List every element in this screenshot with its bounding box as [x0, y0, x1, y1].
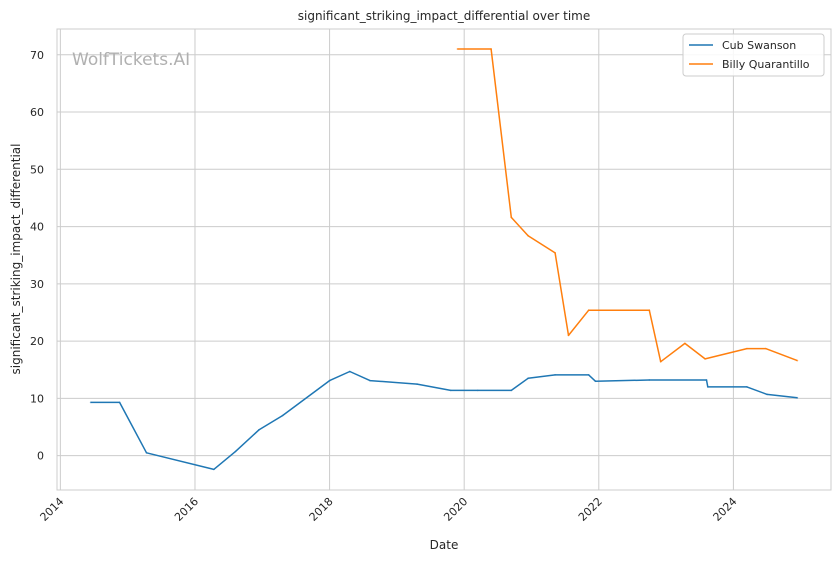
legend: Cub Swanson Billy Quarantillo: [682, 33, 825, 77]
data-point: [348, 370, 351, 373]
data-point: [369, 379, 371, 382]
data-point: [212, 468, 215, 471]
legend-label: Billy Quarantillo: [722, 58, 810, 71]
data-point: [659, 360, 662, 363]
data-point: [554, 252, 556, 254]
y-tick-label: 30: [30, 278, 44, 291]
data-point: [258, 429, 260, 431]
y-tick-label: 0: [37, 450, 44, 463]
y-tick-labels: 0 10 20 30 40 50 60 70: [30, 49, 44, 463]
data-point: [648, 379, 651, 381]
legend-box: [682, 33, 825, 77]
x-tick-labels: 2014 2016 2018 2020 2022 2024: [37, 495, 739, 524]
y-tick-label: 70: [30, 49, 44, 62]
plot-area: [56, 28, 832, 491]
data-point: [328, 379, 331, 382]
data-point: [118, 401, 121, 404]
data-point: [706, 386, 709, 388]
data-point: [510, 389, 513, 392]
data-point: [89, 401, 92, 404]
y-tick-label: 60: [30, 106, 44, 119]
data-point: [764, 347, 767, 350]
series-line: [90, 370, 798, 471]
x-tick-label: 2022: [576, 495, 605, 524]
x-tick-label: 2018: [307, 495, 336, 524]
data-point: [705, 379, 708, 381]
chart-title: significant_striking_impact_differential…: [298, 9, 590, 23]
x-tick-label: 2020: [441, 495, 470, 524]
data-point: [796, 359, 799, 362]
y-tick-label: 40: [30, 221, 44, 234]
data-point: [587, 374, 590, 376]
x-tick-label: 2024: [711, 495, 740, 524]
grid: [57, 29, 831, 490]
data-point: [796, 396, 799, 399]
data-point: [746, 347, 748, 350]
data-point: [587, 309, 590, 312]
y-tick-label: 50: [30, 163, 44, 176]
data-point: [746, 386, 748, 388]
y-tick-label: 10: [30, 392, 44, 405]
x-axis-label: Date: [430, 538, 459, 552]
data-point: [510, 216, 513, 219]
data-point: [766, 393, 768, 396]
data-point: [527, 234, 529, 237]
x-tick-label: 2014: [37, 495, 66, 524]
data-point: [145, 451, 148, 454]
data-point: [648, 309, 651, 312]
data-point: [449, 389, 452, 392]
legend-label: Cub Swanson: [722, 39, 796, 52]
data-point: [490, 48, 492, 50]
data-point: [234, 450, 237, 453]
data-point: [594, 380, 597, 383]
watermark: WolfTickets.AI: [72, 50, 190, 70]
x-tick-label: 2016: [172, 495, 201, 524]
data-point: [704, 358, 706, 360]
y-axis-label: significant_striking_impact_differential: [9, 144, 23, 375]
data-point: [476, 389, 479, 392]
data-point: [567, 334, 570, 337]
data-point: [281, 414, 284, 417]
y-tick-label: 20: [30, 335, 44, 348]
data-point: [416, 383, 418, 385]
data-point: [554, 374, 556, 376]
series-line: [457, 48, 798, 363]
data-point: [684, 342, 686, 345]
data-point: [527, 377, 529, 380]
series-group: [89, 48, 799, 471]
data-point: [456, 48, 459, 50]
